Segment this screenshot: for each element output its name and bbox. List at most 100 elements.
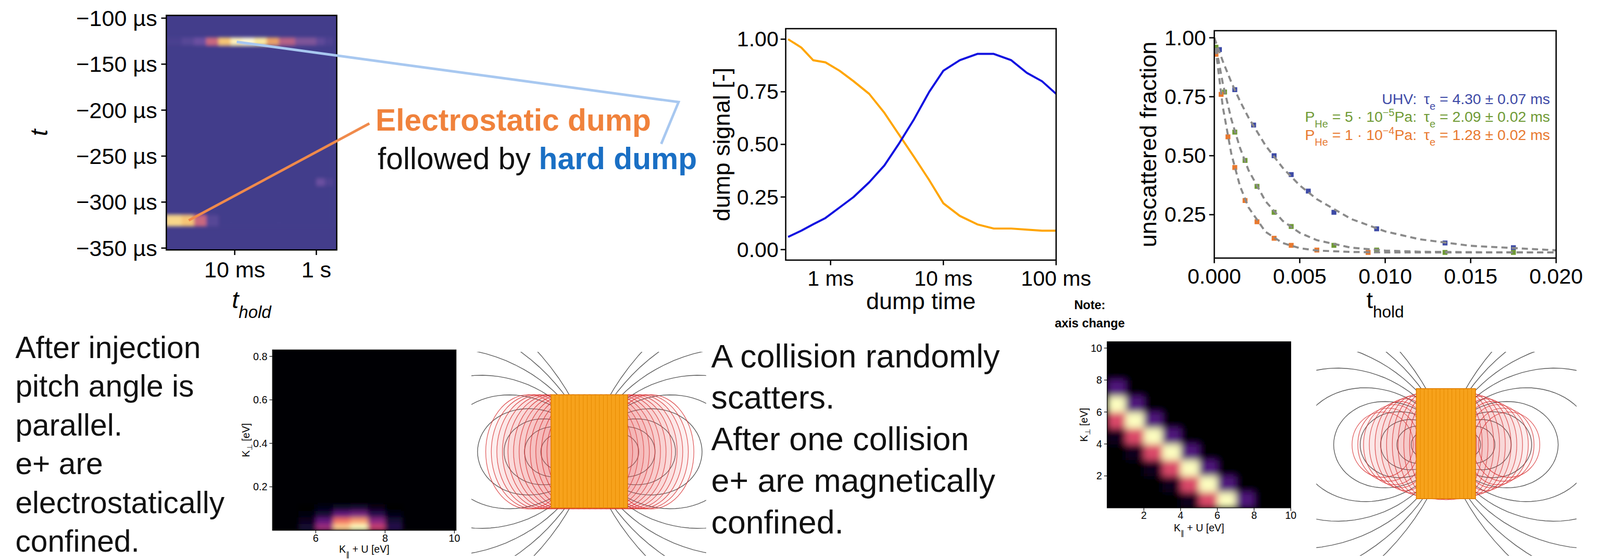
heatmap-cell bbox=[1235, 396, 1255, 413]
subscript: ∥ bbox=[1180, 529, 1185, 537]
y-tick-label: 2 bbox=[1096, 470, 1103, 482]
heatmap-cell bbox=[1235, 460, 1255, 477]
heatmap-cell bbox=[1143, 364, 1163, 381]
trap-hatch bbox=[607, 394, 608, 508]
y-tick bbox=[1104, 476, 1108, 477]
heatmap-cell bbox=[1162, 428, 1182, 445]
heatmap-cell bbox=[230, 215, 243, 227]
heatmap-cell bbox=[316, 37, 325, 46]
text-part: = 2.09 ± 0.02 ms bbox=[1435, 108, 1550, 125]
heatmap-cell bbox=[206, 44, 219, 179]
x-tick bbox=[1055, 260, 1057, 266]
heatmap-cell bbox=[181, 215, 195, 227]
heatmap-cell bbox=[181, 185, 195, 216]
trap-hatch bbox=[579, 394, 580, 508]
heatmap-cell bbox=[193, 44, 207, 179]
x-tick-label: 10 ms bbox=[914, 266, 973, 291]
y-tick-label: 0.6 bbox=[253, 394, 268, 406]
text-part: K bbox=[240, 450, 252, 458]
trap-hatch bbox=[603, 394, 604, 508]
text-part: + U [eV] bbox=[1184, 522, 1225, 534]
heatmap-cell bbox=[230, 185, 243, 216]
trap-hatch bbox=[1443, 389, 1445, 500]
heatmap-cell bbox=[1198, 476, 1218, 493]
heatmap-cell bbox=[367, 517, 386, 525]
heatmap-cell bbox=[1254, 396, 1273, 413]
heatmap-cell bbox=[254, 215, 267, 227]
heatmap-cell bbox=[1107, 412, 1127, 429]
heatmap-cell bbox=[1162, 444, 1182, 461]
x-tick-label: 10 ms bbox=[204, 257, 266, 283]
y-tick-label: 8 bbox=[1096, 374, 1103, 386]
x-tick-label: 100 ms bbox=[1020, 266, 1092, 291]
heatmap-cell bbox=[1180, 444, 1200, 461]
y-tick-label: −350 µs bbox=[76, 235, 157, 261]
subscript: hold bbox=[238, 302, 272, 322]
heatmap-cell bbox=[1272, 380, 1291, 397]
trap-hatch bbox=[1451, 389, 1453, 500]
superscript: −4 bbox=[1382, 125, 1395, 137]
heatmap-cell bbox=[384, 510, 403, 518]
text-part: K bbox=[339, 543, 346, 556]
heatmap-cell bbox=[266, 215, 280, 227]
x-tick bbox=[1469, 258, 1472, 264]
heatmap-cell bbox=[1198, 428, 1218, 445]
heatmap-cell bbox=[1162, 476, 1182, 493]
heatmap-cell bbox=[367, 504, 386, 512]
heatmap-cell bbox=[1217, 476, 1236, 493]
y-tick bbox=[161, 155, 167, 158]
heatmap-cell bbox=[266, 37, 280, 46]
fit-line bbox=[1214, 38, 1556, 251]
heatmap-cell bbox=[230, 44, 243, 179]
leader-line bbox=[188, 123, 370, 221]
x-tick bbox=[1213, 258, 1216, 264]
x-tick bbox=[1384, 258, 1386, 264]
field-diagram bbox=[1316, 352, 1577, 557]
heatmap-cell bbox=[1107, 492, 1127, 509]
x-tick-label: 0.020 bbox=[1529, 264, 1583, 289]
trap-hatch bbox=[598, 394, 600, 508]
text-part: t bbox=[1366, 286, 1374, 314]
heatmap-cell bbox=[1235, 412, 1255, 429]
heatmap-cell bbox=[181, 44, 195, 179]
heatmap-cell bbox=[1162, 412, 1182, 429]
trap-hatch bbox=[1447, 389, 1448, 500]
trap-hatch bbox=[563, 394, 564, 508]
heatmap-cell bbox=[316, 185, 325, 216]
heatmap-cell bbox=[1180, 348, 1200, 365]
field-diagram bbox=[471, 352, 707, 557]
heatmap-cell bbox=[1217, 396, 1236, 413]
caption-line: confined. bbox=[711, 504, 844, 541]
x-tick bbox=[942, 260, 945, 266]
line-series bbox=[788, 39, 1057, 231]
text-part: τ bbox=[1423, 108, 1430, 125]
frame bbox=[272, 350, 457, 531]
x-tick-label: 0.015 bbox=[1443, 264, 1498, 289]
annotation: followed by bbox=[377, 141, 532, 176]
heatmap-cell bbox=[1162, 348, 1182, 365]
field-line bbox=[589, 352, 706, 557]
heatmap-cell bbox=[193, 37, 207, 46]
y-tick-label: 0.50 bbox=[736, 132, 779, 157]
heatmap-cell bbox=[1125, 428, 1145, 445]
heatmap-cell bbox=[1254, 348, 1273, 365]
y-tick bbox=[269, 443, 273, 444]
heatmap-cell bbox=[278, 185, 296, 216]
trap-hatch bbox=[595, 394, 596, 508]
heatmap-cell bbox=[1235, 444, 1255, 461]
heatmap-cell bbox=[1180, 476, 1200, 493]
heatmap-cell bbox=[1107, 428, 1127, 445]
text-part: P bbox=[1304, 108, 1315, 125]
y-axis-title: unscattered fraction bbox=[1134, 41, 1162, 248]
heatmap-cell bbox=[1180, 396, 1200, 413]
y-tick-label: 0.2 bbox=[253, 481, 268, 493]
heatmap-cell bbox=[166, 185, 182, 216]
caption-line: After injection bbox=[15, 330, 201, 365]
heatmap-cell bbox=[1125, 396, 1145, 413]
y-tick-label: 4 bbox=[1096, 438, 1103, 450]
y-tick-label: 0.25 bbox=[1164, 202, 1207, 227]
heatmap-cell bbox=[278, 178, 296, 186]
heatmap-cell bbox=[278, 44, 296, 179]
trap-hatch bbox=[615, 394, 616, 508]
caption-line: scatters. bbox=[711, 379, 835, 416]
